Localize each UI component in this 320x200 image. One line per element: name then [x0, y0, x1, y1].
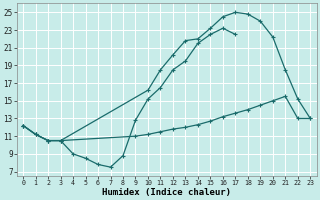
- X-axis label: Humidex (Indice chaleur): Humidex (Indice chaleur): [102, 188, 231, 197]
